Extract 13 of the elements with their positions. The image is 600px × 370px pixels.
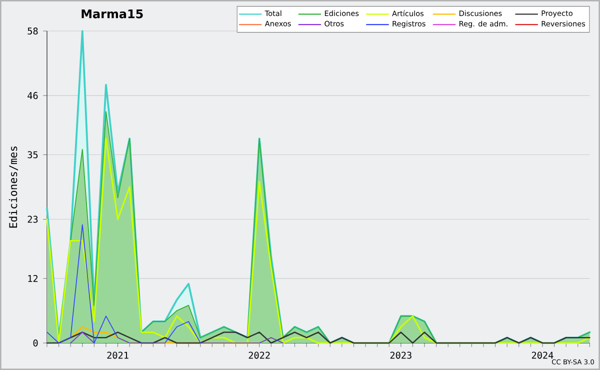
y-tick-label: 46 (28, 92, 38, 100)
y-axis-title: Ediciones/mes (8, 146, 18, 228)
x-tick-label: 2022 (248, 352, 270, 359)
y-tick-label: 12 (28, 275, 38, 282)
x-tick-label: 2023 (390, 352, 412, 359)
y-tick-label: 0 (33, 339, 38, 347)
y-tick-label: 23 (28, 216, 38, 223)
y-tick-label: 35 (28, 151, 38, 158)
line-series (46, 224, 284, 344)
x-tick-label: 2024 (532, 352, 554, 359)
x-tick-label: 2021 (107, 352, 128, 359)
y-tick-label: 58 (28, 27, 38, 35)
chart-title: Marma15 (82, 9, 143, 18)
